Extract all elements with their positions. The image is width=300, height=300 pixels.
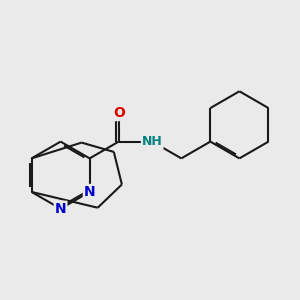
Text: O: O [113, 106, 124, 120]
Text: N: N [84, 185, 95, 199]
Text: NH: NH [142, 135, 163, 148]
Text: N: N [55, 202, 66, 216]
